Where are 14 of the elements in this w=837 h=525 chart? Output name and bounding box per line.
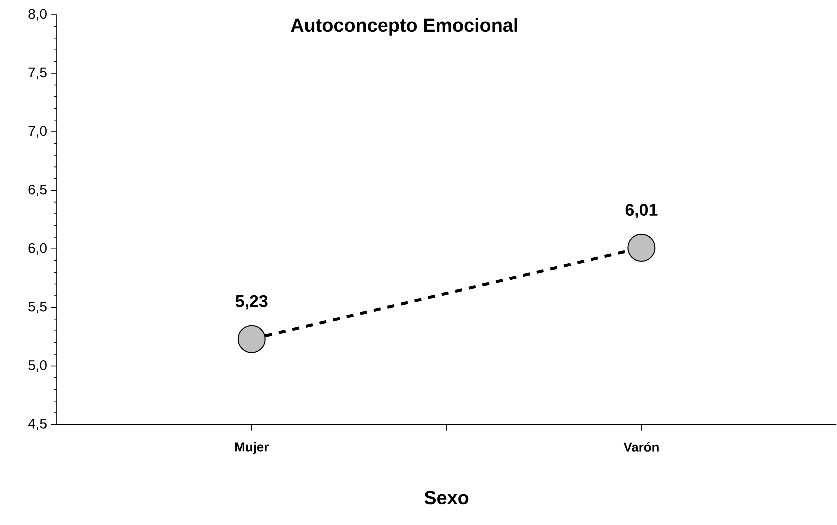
y-tick-label: 5,5 (28, 302, 47, 314)
y-tick-label: 4,5 (28, 419, 47, 431)
y-tick-label: 7,5 (28, 68, 47, 80)
y-tick-label: 8,0 (28, 9, 47, 21)
chart-title: Autoconcepto Emocional (291, 18, 518, 36)
x-tick-label: Varón (624, 442, 659, 452)
y-tick-label: 6,5 (28, 184, 47, 196)
y-tick-label: 7,0 (28, 126, 47, 138)
y-tick-label: 6,0 (28, 244, 47, 256)
data-label: 6,01 (626, 204, 658, 219)
data-label: 5,23 (236, 295, 268, 310)
y-tick-label: 5,0 (28, 360, 47, 372)
x-tick-label: Mujer (235, 442, 269, 454)
x-axis-title: Sexo (424, 491, 469, 505)
